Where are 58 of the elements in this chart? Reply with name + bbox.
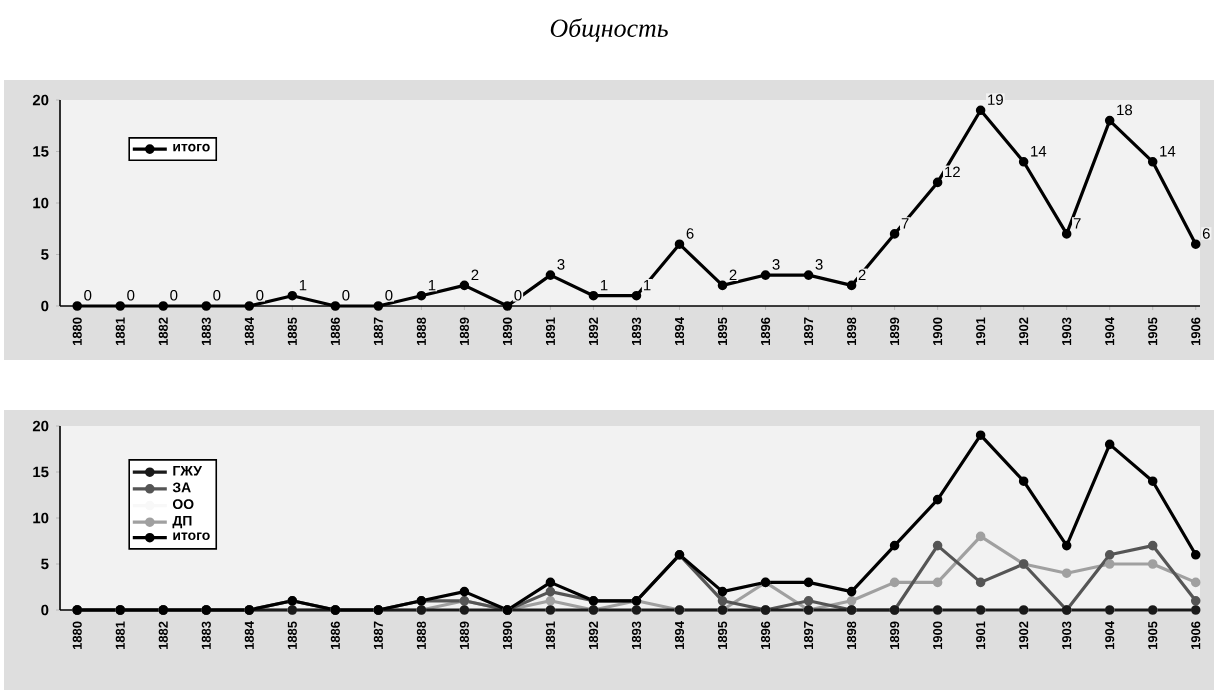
point [803, 596, 814, 606]
point [1061, 540, 1072, 551]
point [631, 290, 642, 301]
point [244, 301, 255, 311]
point [201, 301, 212, 311]
point [674, 239, 685, 249]
point [932, 177, 943, 188]
point [459, 586, 470, 597]
point [846, 586, 857, 597]
point [1061, 229, 1072, 239]
point [889, 577, 900, 588]
point [717, 280, 728, 291]
point [1104, 550, 1115, 560]
point [760, 270, 771, 280]
point [1018, 157, 1029, 167]
point [115, 301, 126, 311]
point [545, 577, 556, 588]
chart-title: Общность [550, 18, 668, 42]
point [330, 301, 341, 311]
point [932, 577, 943, 588]
point [1190, 239, 1201, 249]
point [846, 596, 857, 606]
point [588, 290, 599, 301]
point [1018, 476, 1029, 486]
point [545, 270, 556, 280]
point [1190, 596, 1201, 606]
point [803, 577, 814, 588]
point [1104, 115, 1115, 126]
point [975, 531, 986, 542]
point [545, 586, 556, 597]
point [72, 301, 83, 311]
point [1104, 559, 1115, 569]
point [846, 280, 857, 291]
point [932, 494, 943, 505]
point [975, 577, 986, 588]
point [1147, 540, 1158, 551]
point [158, 301, 169, 311]
point [1061, 568, 1072, 578]
point [975, 430, 986, 440]
point [416, 290, 427, 301]
point [803, 270, 814, 280]
point [975, 105, 986, 116]
point [502, 301, 513, 311]
point [1190, 550, 1201, 560]
point [373, 301, 384, 311]
point [932, 540, 943, 551]
point [717, 596, 728, 606]
point [287, 290, 298, 301]
point [1147, 476, 1158, 486]
point [889, 229, 900, 239]
point [717, 586, 728, 597]
point [459, 280, 470, 291]
point [1147, 559, 1158, 569]
point [545, 596, 556, 606]
point [889, 540, 900, 551]
point [1147, 157, 1158, 167]
point [1190, 577, 1201, 588]
point [1104, 439, 1115, 450]
